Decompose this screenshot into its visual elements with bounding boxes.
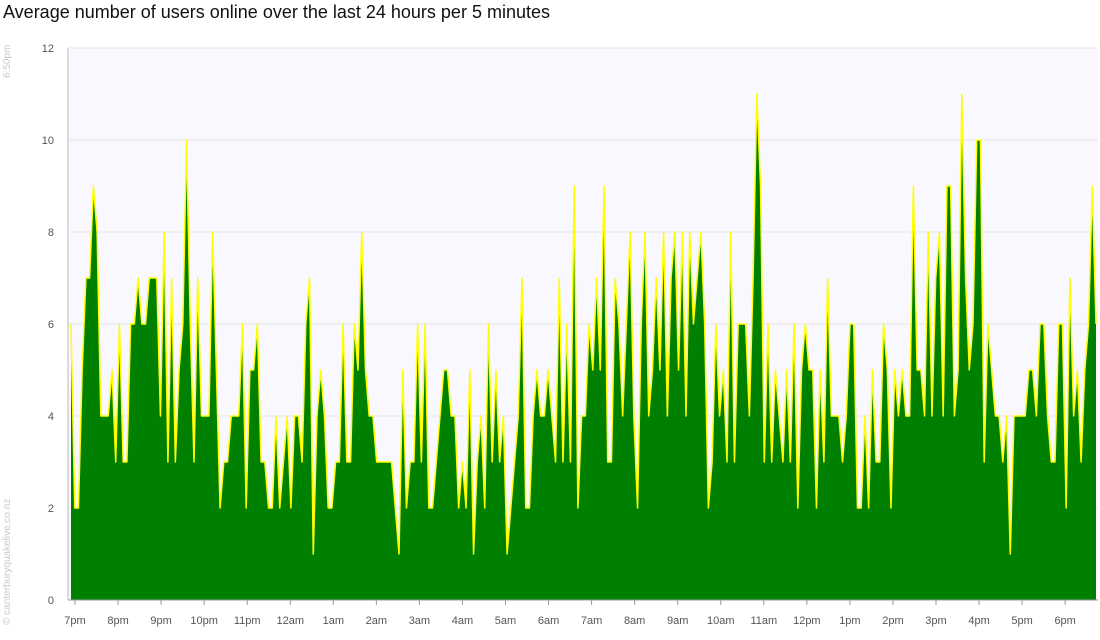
y-tick-label: 2 [48, 503, 54, 515]
series-line [70, 93, 1097, 555]
x-tick-label: 4am [452, 615, 473, 627]
x-tick-label: 2pm [882, 615, 903, 627]
x-tick-label: 5pm [1011, 615, 1032, 627]
x-tick-labels: 7pm 8pm 9pm 10pm 11pm 12am 1am 2am 3am 4am 5am 6am 7… [64, 600, 1076, 627]
x-tick-label: 8pm [107, 615, 128, 627]
x-tick-label: 9am [667, 615, 688, 627]
y-tick-label: 4 [48, 411, 54, 423]
x-tick-label: 6pm [1054, 615, 1075, 627]
x-tick-label: 11pm [234, 615, 261, 627]
y-tick-label: 10 [42, 135, 54, 147]
x-tick-label: 12am [276, 615, 304, 627]
x-tick-label: 6am [538, 615, 559, 627]
y-tick-label: 12 [42, 43, 54, 55]
x-tick-label: 8am [624, 615, 645, 627]
x-tick-label: 4pm [968, 615, 989, 627]
x-tick-label: 7am [581, 615, 602, 627]
x-tick-label: 10am [707, 615, 735, 627]
x-tick-label: 9pm [150, 615, 171, 627]
x-tick-label: 11am [750, 615, 777, 627]
y-tick-label: 0 [48, 595, 54, 607]
x-tick-label: 12pm [793, 615, 821, 627]
x-tick-label: 2am [366, 615, 387, 627]
y-tick-label: 6 [48, 319, 54, 331]
chart-title: Average number of users online over the … [3, 2, 550, 22]
x-tick-label: 1pm [839, 615, 860, 627]
x-tick-label: 5am [495, 615, 516, 627]
x-tick-label: 10pm [190, 615, 218, 627]
x-tick-label: 7pm [64, 615, 85, 627]
x-tick-label: 1am [323, 615, 344, 627]
x-tick-label: 3am [409, 615, 430, 627]
x-tick-label: 3pm [925, 615, 946, 627]
series-area [71, 94, 1096, 600]
y-tick-labels: 0 2 4 6 8 10 12 [42, 43, 54, 607]
y-tick-label: 8 [48, 227, 54, 239]
